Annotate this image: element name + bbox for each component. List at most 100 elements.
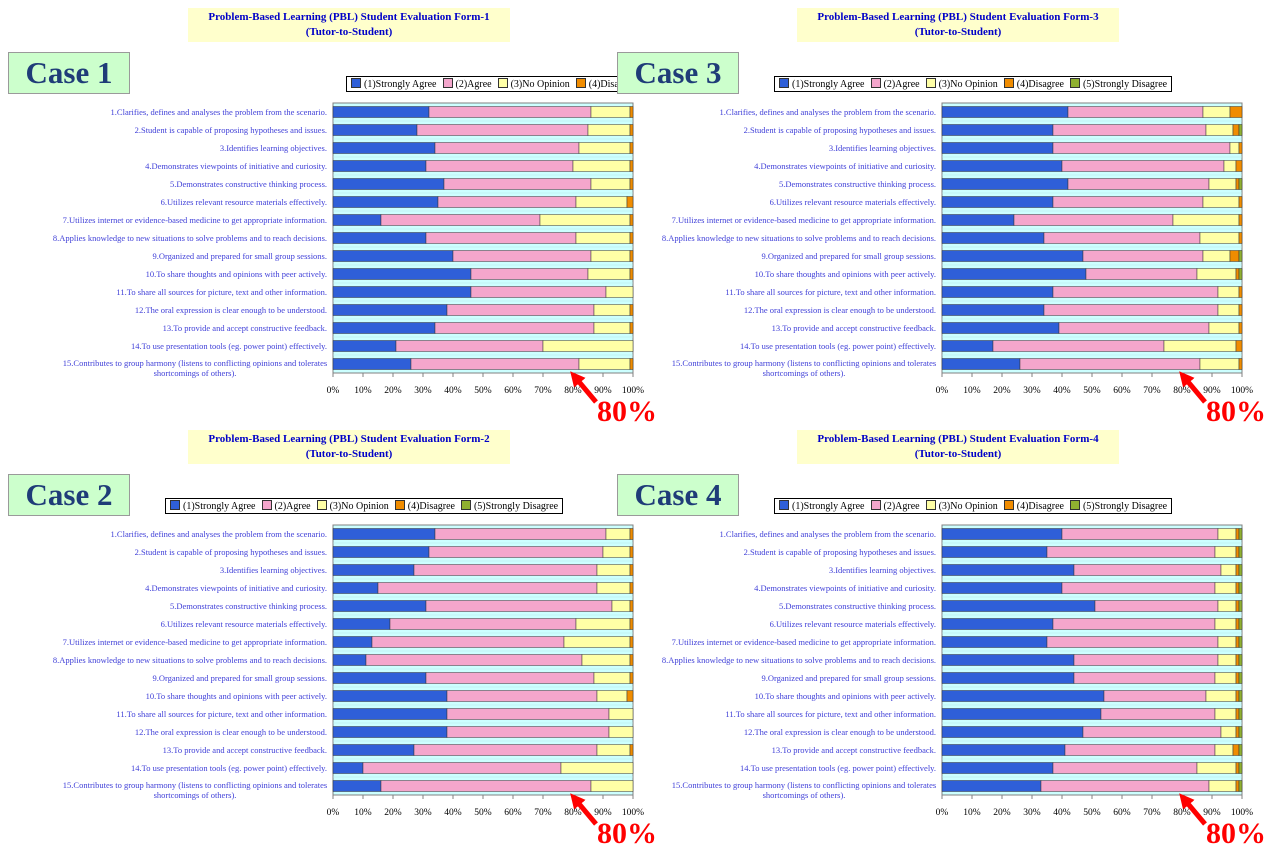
category-label: 11.To share all sources for picture, tex… xyxy=(116,287,327,297)
legend-label: (4)Disagree xyxy=(588,79,636,90)
category-label: 13.To provide and accept constructive fe… xyxy=(771,323,936,333)
x-tick-label: 60% xyxy=(1113,808,1131,818)
legend-item: (2)Agree xyxy=(870,78,920,90)
bar-segment xyxy=(380,780,592,792)
bar-segment xyxy=(629,672,634,684)
bar-segment xyxy=(1073,654,1219,666)
legend-swatch xyxy=(394,500,405,510)
x-tick-label: 100% xyxy=(621,808,645,818)
x-tick-label: 50% xyxy=(474,808,492,818)
bar-segment xyxy=(332,124,418,136)
bar-segment xyxy=(1217,286,1240,298)
bar-segment xyxy=(629,546,634,558)
bar-segment xyxy=(1214,582,1237,594)
bar-segment xyxy=(1046,636,1219,648)
category-label: 13.To provide and accept constructive fe… xyxy=(162,323,327,333)
legend-swatch xyxy=(1069,500,1080,510)
legend-label: (5)Strongly Disagree xyxy=(1082,79,1168,90)
bar-segment xyxy=(446,304,595,316)
category-label: 9.Organized and prepared for small group… xyxy=(761,251,936,261)
category-label: 6.Utilizes relevant resource materials e… xyxy=(769,619,936,629)
category-label: 6.Utilizes relevant resource materials e… xyxy=(769,197,936,207)
bar-segment xyxy=(1082,250,1204,262)
legend: (1)Strongly Agree (2)Agree (3)No Opinion (4… xyxy=(165,498,564,514)
bar-segment xyxy=(941,744,1066,756)
bar-segment xyxy=(437,196,577,208)
x-tick-label: 0% xyxy=(326,808,340,818)
bar-segment xyxy=(941,780,1042,792)
x-tick-label: 0% xyxy=(935,386,949,396)
x-tick-label: 40% xyxy=(1053,386,1071,396)
bar-segment xyxy=(629,106,634,118)
bar-segment xyxy=(1085,268,1198,280)
x-tick-label: 90% xyxy=(1203,386,1221,396)
legend-item: (2)Agree xyxy=(870,500,920,512)
x-tick-label: 70% xyxy=(1143,386,1161,396)
bar-segment xyxy=(332,708,448,720)
bar-segment xyxy=(629,744,634,756)
category-label: 15.Contributes to group harmony (listens… xyxy=(62,358,328,378)
legend-item: (1)Strongly Agree xyxy=(779,500,865,512)
legend: (1)Strongly Agree (2)Agree (3)No Opinion (4… xyxy=(774,498,1173,514)
bar-segment xyxy=(629,214,634,226)
bar-segment xyxy=(332,744,415,756)
bar-segment xyxy=(629,358,634,370)
category-label: 2.Student is capable of proposing hypoth… xyxy=(134,547,327,557)
bar-segment xyxy=(1238,600,1243,612)
bar-segment xyxy=(629,582,634,594)
category-label: 10.To share thoughts and opinions with p… xyxy=(754,691,936,701)
legend-label: (1)Strongly Agree xyxy=(364,79,437,90)
bar-segment xyxy=(629,600,634,612)
legend-label: (4)Disagree xyxy=(1016,501,1064,512)
bar-segment xyxy=(1043,232,1201,244)
bar-segment xyxy=(425,232,577,244)
legend-label: (1)Strongly Agree xyxy=(792,501,865,512)
bar-segment xyxy=(1217,654,1237,666)
legend-swatch xyxy=(460,500,471,510)
legend-swatch xyxy=(261,500,272,510)
bar-segment xyxy=(941,564,1075,576)
x-tick-label: 90% xyxy=(1203,808,1221,818)
category-label: 1.Clarifies, defines and analyses the pr… xyxy=(719,529,936,539)
bar-segment xyxy=(377,582,598,594)
bar-segment xyxy=(1217,304,1240,316)
x-tick-label: 0% xyxy=(935,808,949,818)
legend-swatch xyxy=(925,78,936,88)
bar-segment xyxy=(1202,250,1231,262)
bar-segment xyxy=(941,304,1045,316)
bar-segment xyxy=(1238,232,1243,244)
category-label: 7.Utilizes internet or evidence-based me… xyxy=(671,637,936,647)
bar-segment xyxy=(629,268,634,280)
bar-segment xyxy=(626,690,634,702)
x-tick-label: 10% xyxy=(354,386,372,396)
category-label: 4.Demonstrates viewpoints of initiative … xyxy=(754,161,936,171)
bar-segment xyxy=(332,160,427,172)
legend-label: (3)No Opinion xyxy=(329,501,389,512)
bar-segment xyxy=(1103,690,1207,702)
bar-segment xyxy=(1238,762,1243,774)
x-tick-label: 60% xyxy=(504,386,522,396)
bar-segment xyxy=(1217,636,1237,648)
annotation-arrow xyxy=(570,371,598,404)
bar-segment xyxy=(1208,178,1237,190)
category-label: 12.The oral expression is clear enough t… xyxy=(743,727,936,737)
bar-segment xyxy=(1238,546,1243,558)
x-tick-label: 30% xyxy=(1023,386,1041,396)
category-label: 14.To use presentation tools (eg. power … xyxy=(130,341,327,351)
bar-segment xyxy=(332,142,436,154)
category-label: 11.To share all sources for picture, tex… xyxy=(116,709,327,719)
bar-segment xyxy=(1067,178,1210,190)
bar-segment xyxy=(1235,160,1243,172)
legend-label: (3)No Opinion xyxy=(510,79,570,90)
category-label: 1.Clarifies, defines and analyses the pr… xyxy=(110,107,327,117)
bar-segment xyxy=(332,780,382,792)
legend-swatch xyxy=(1003,78,1014,88)
bar-segment xyxy=(626,196,634,208)
bar-segment xyxy=(1238,304,1243,316)
bar-segment xyxy=(1061,160,1225,172)
bar-segment xyxy=(629,124,634,136)
bar-segment xyxy=(470,268,589,280)
bar-segment xyxy=(1040,780,1210,792)
x-tick-label: 40% xyxy=(444,808,462,818)
